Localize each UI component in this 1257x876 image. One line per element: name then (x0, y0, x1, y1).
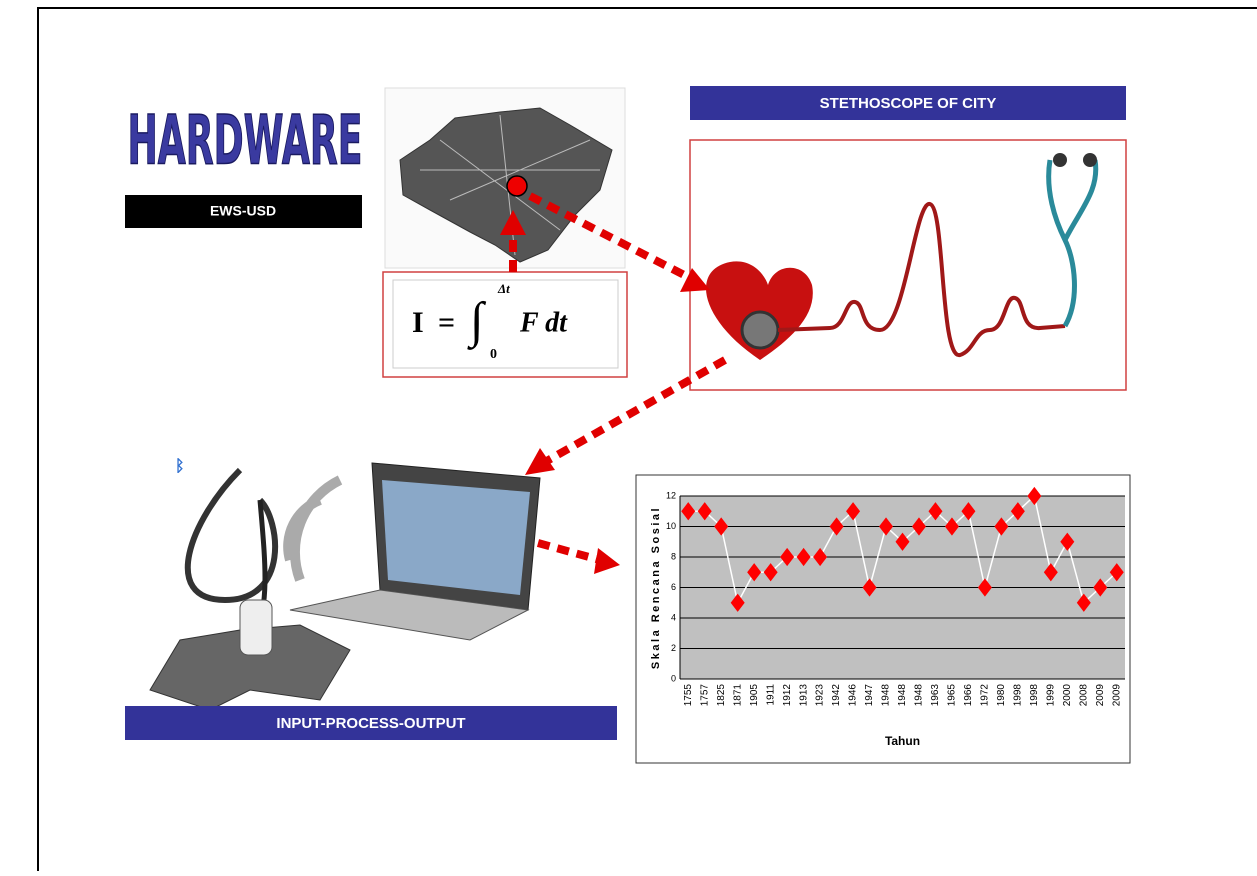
data-point (862, 578, 877, 597)
x-tick-label: 2009 (1111, 684, 1122, 707)
y-tick-label: 10 (666, 521, 676, 531)
data-point (1076, 593, 1091, 612)
data-point (681, 502, 696, 521)
data-point (879, 517, 894, 536)
x-tick-label: 1948 (914, 684, 925, 707)
data-point (730, 593, 745, 612)
data-point (1043, 563, 1058, 582)
data-point (763, 563, 778, 582)
x-tick-label: 1757 (699, 684, 710, 707)
subtitle: EWS-USD (210, 203, 276, 219)
y-tick-label: 6 (671, 582, 676, 592)
x-tick-label: 1965 (947, 684, 958, 707)
x-tick-label: 1946 (848, 684, 859, 707)
y-axis-label: Skala Rencana Sosial (650, 506, 662, 669)
y-tick-label: 0 (671, 673, 676, 683)
data-point (944, 517, 959, 536)
x-tick-label: 1999 (1045, 684, 1056, 707)
x-tick-label: 1923 (815, 684, 826, 707)
y-tick-label: 4 (671, 612, 676, 622)
x-tick-label: 1948 (897, 684, 908, 707)
arrows (509, 192, 727, 564)
x-tick-label: 1912 (782, 684, 793, 707)
x-tick-label: 1963 (930, 684, 941, 707)
x-tick-label: 2009 (1095, 684, 1106, 707)
x-tick-label: 1942 (831, 684, 842, 707)
x-tick-label: 1972 (980, 684, 991, 707)
data-point (1010, 502, 1025, 521)
x-tick-label: 2000 (1062, 684, 1073, 707)
data-point (961, 502, 976, 521)
x-tick-label: 1905 (749, 684, 760, 707)
x-tick-label: 1966 (963, 684, 974, 707)
x-axis-label: Tahun (885, 734, 920, 748)
device-illustration: ᛒ (149, 458, 541, 711)
x-tick-label: 2008 (1078, 684, 1089, 707)
banner-text: INPUT-PROCESS-OUTPUT (276, 715, 465, 732)
y-tick-label: 12 (666, 490, 676, 500)
formula-upper: Δt (497, 281, 510, 296)
data-point (780, 547, 795, 567)
title: HARDWARE (128, 102, 363, 181)
x-tick-label: 1825 (716, 684, 727, 707)
x-tick-label: 1947 (864, 684, 875, 707)
data-point (895, 532, 910, 551)
x-tick-label: 1998 (1013, 684, 1024, 707)
arrow-heads (500, 210, 710, 574)
chart: 0 2 4 6 8 10 12 Skala Rencana Sosial Tahun 1755 17… (650, 486, 1125, 748)
x-tick-label: 1911 (765, 684, 776, 706)
x-tick-label: 1755 (683, 684, 694, 707)
data-point (1109, 563, 1124, 582)
data-point (1027, 486, 1042, 506)
banner-text: STETHOSCOPE OF CITY (820, 95, 997, 112)
formula-integrand: F dt (519, 307, 568, 338)
data-point (714, 517, 729, 536)
data-point (928, 502, 943, 521)
x-tick-label: 1948 (881, 684, 892, 707)
map (384, 87, 626, 269)
y-tick-label: 8 (671, 551, 676, 561)
data-point (911, 517, 926, 536)
data-point (796, 547, 811, 567)
formula-operator: = (438, 306, 455, 339)
x-tick-label: 1980 (996, 684, 1007, 707)
banner (690, 86, 1126, 120)
formula-inner (392, 279, 619, 369)
x-tick-label: 1871 (732, 684, 743, 707)
formula-lhs: I (412, 306, 424, 339)
data-point (829, 517, 844, 536)
x-tick-label: 1998 (1029, 684, 1040, 707)
data-point (846, 502, 861, 521)
data-point (994, 517, 1009, 536)
subtitle-box (125, 195, 362, 228)
data-point (1093, 578, 1108, 597)
svg-text:ᛒ: ᛒ (175, 458, 185, 475)
banner (125, 706, 617, 740)
data-point (697, 502, 712, 521)
formula-integral: ∫ (467, 291, 487, 350)
heart-illustration (689, 139, 1127, 391)
data-point (747, 563, 762, 582)
y-tick-label: 2 (671, 643, 676, 653)
data-point (1060, 532, 1075, 551)
formula: I = ∫ Δt 0 F dt (412, 281, 568, 362)
data-point (977, 578, 992, 597)
x-tick-label: 1913 (798, 684, 809, 707)
data-point (813, 547, 828, 567)
formula-lower: 0 (490, 347, 497, 362)
